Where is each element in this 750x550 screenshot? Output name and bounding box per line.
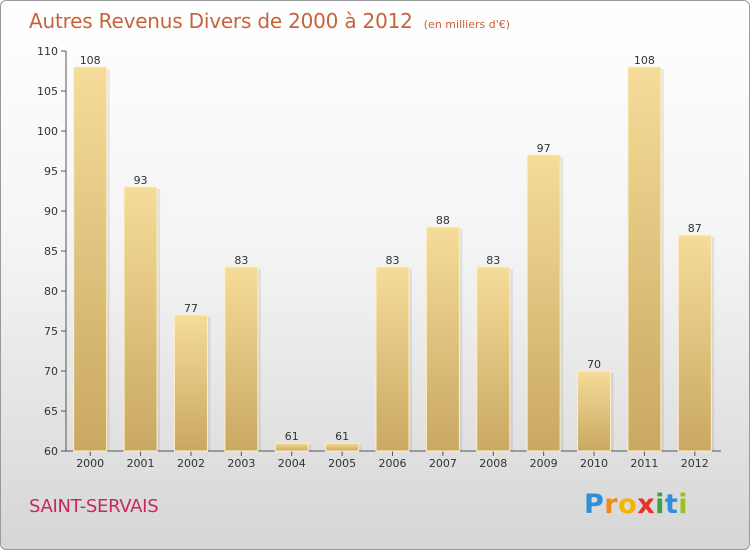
- logo-letter: t: [664, 489, 679, 520]
- logo-letter: r: [604, 489, 619, 520]
- bar: [173, 314, 208, 452]
- x-tick-label: 2006: [379, 457, 407, 470]
- bar: [526, 154, 561, 452]
- proxiti-logo: Proxiti: [584, 489, 688, 520]
- y-tick-label: 70: [44, 365, 58, 378]
- bar-value-label: 93: [134, 174, 148, 187]
- logo-letter: i: [678, 489, 689, 520]
- logo-letter: o: [618, 489, 638, 520]
- y-tick-label: 65: [44, 405, 58, 418]
- x-tick-label: 2004: [278, 457, 306, 470]
- bar-value-label: 87: [688, 222, 702, 235]
- logo-letter: i: [655, 489, 665, 520]
- bar-value-label: 83: [386, 254, 400, 267]
- x-tick-label: 2002: [177, 457, 205, 470]
- bar-value-label: 88: [436, 214, 450, 227]
- y-tick-label: 90: [44, 205, 58, 218]
- x-tick-label: 2003: [227, 457, 255, 470]
- bar: [375, 266, 410, 452]
- bar-value-label: 97: [537, 142, 551, 155]
- chart-title-block: Autres Revenus Divers de 2000 à 2012 (en…: [29, 9, 510, 33]
- x-tick-label: 2005: [328, 457, 356, 470]
- bar-value-label: 70: [587, 358, 601, 371]
- bar: [425, 226, 460, 452]
- bar: [476, 266, 511, 452]
- bar-value-label: 83: [486, 254, 500, 267]
- bar: [677, 234, 712, 452]
- bar: [274, 442, 309, 452]
- y-tick-label: 110: [37, 45, 58, 58]
- bar: [224, 266, 259, 452]
- bar-value-label: 77: [184, 302, 198, 315]
- x-tick-label: 2000: [76, 457, 104, 470]
- bar: [325, 442, 360, 452]
- y-tick-label: 105: [37, 85, 58, 98]
- y-tick-label: 60: [44, 445, 58, 458]
- y-tick-label: 85: [44, 245, 58, 258]
- bar-value-label: 61: [335, 430, 349, 443]
- x-tick-label: 2010: [580, 457, 608, 470]
- bar-value-label: 108: [80, 54, 101, 67]
- bar-value-label: 61: [285, 430, 299, 443]
- bar-value-label: 83: [234, 254, 248, 267]
- x-tick-label: 2001: [127, 457, 155, 470]
- y-tick-label: 80: [44, 285, 58, 298]
- bar: [627, 66, 662, 452]
- bar-value-label: 108: [634, 54, 655, 67]
- chart-subtitle: (en milliers d'€): [423, 18, 511, 31]
- x-tick-label: 2012: [681, 457, 709, 470]
- chart-labels: 60 65 70 75 80 85 90 95 100 105 110 2000 108 2001 93 20…: [37, 45, 709, 470]
- commune-name: SAINT-SERVAIS: [29, 496, 159, 517]
- logo-letter: x: [637, 489, 656, 520]
- chart-bars: [73, 66, 715, 452]
- bar: [123, 186, 158, 452]
- bar: [73, 66, 108, 452]
- x-tick-label: 2007: [429, 457, 457, 470]
- y-tick-label: 100: [37, 125, 58, 138]
- y-tick-label: 75: [44, 325, 58, 338]
- y-tick-label: 95: [44, 165, 58, 178]
- x-tick-label: 2009: [530, 457, 558, 470]
- logo-letter: P: [584, 489, 605, 520]
- bar: [577, 370, 612, 452]
- x-tick-label: 2008: [479, 457, 507, 470]
- x-tick-label: 2011: [630, 457, 658, 470]
- chart-title: Autres Revenus Divers de 2000 à 2012: [29, 9, 413, 33]
